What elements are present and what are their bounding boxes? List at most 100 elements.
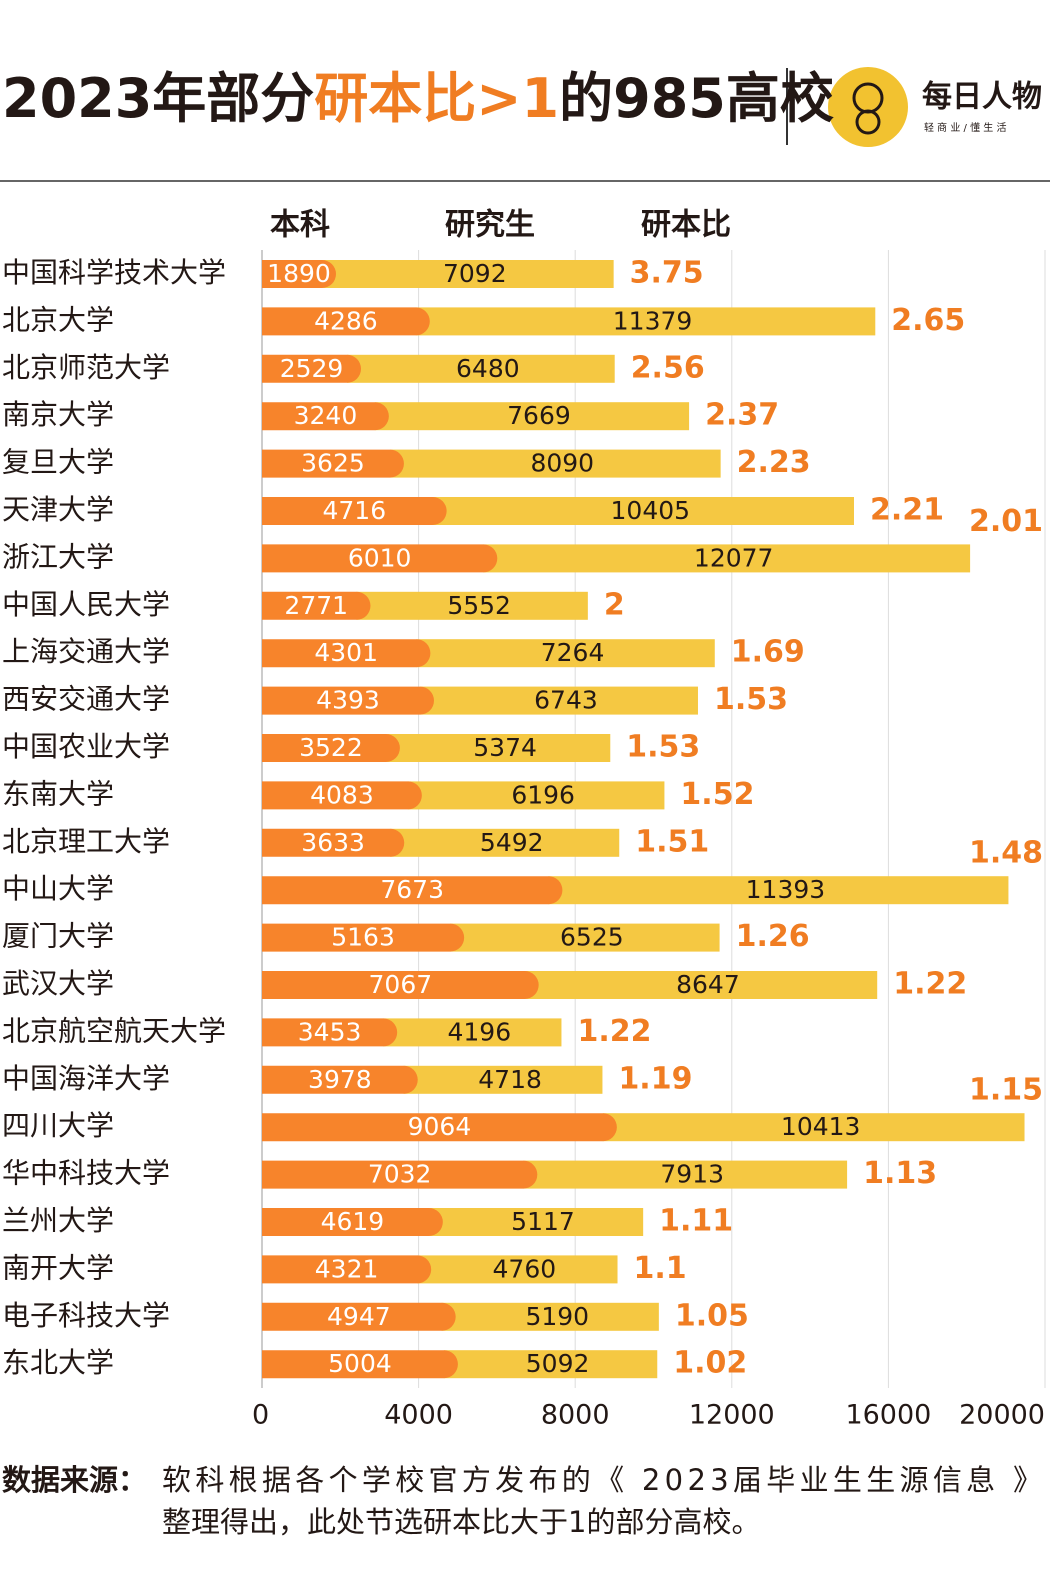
logo-slogan: 轻 商 业 / 懂 生 活 bbox=[924, 121, 1006, 134]
bar-segment bbox=[432, 497, 854, 525]
bar-segment bbox=[262, 1065, 418, 1094]
y-tick-label: 兰州大学 bbox=[2, 1204, 114, 1237]
value-label: 4619 bbox=[321, 1207, 385, 1236]
bar-segment bbox=[548, 876, 1009, 905]
y-tick-label: 华中科技大学 bbox=[2, 1157, 170, 1190]
logo-name: 每日人物 bbox=[922, 80, 1042, 115]
value-label: 4947 bbox=[327, 1302, 391, 1331]
value-label: 7913 bbox=[660, 1160, 724, 1189]
x-tick-label: 16000 bbox=[845, 1400, 931, 1431]
y-tick-label: 中国科学技术大学 bbox=[2, 256, 226, 289]
ratio-label: 1.19 bbox=[618, 1061, 692, 1096]
y-tick-label: 复旦大学 bbox=[2, 446, 114, 479]
bar-segment bbox=[441, 1302, 659, 1331]
ratio-label: 1.15 bbox=[969, 1073, 1043, 1108]
bar-segment bbox=[262, 497, 447, 525]
x-tick-label: 12000 bbox=[689, 1400, 775, 1431]
bar-segment bbox=[262, 971, 539, 999]
value-label: 7669 bbox=[507, 401, 571, 430]
x-tick-label: 8000 bbox=[541, 1400, 610, 1431]
bar-segment bbox=[262, 307, 430, 336]
value-label: 6525 bbox=[560, 923, 624, 952]
source-text: 整理得出，此处节选研本比大于1的部分高校。 bbox=[162, 1505, 760, 1539]
ratio-label: 2.23 bbox=[737, 445, 811, 480]
bar-segment bbox=[483, 544, 971, 573]
value-label: 7032 bbox=[368, 1160, 432, 1189]
chart-title: 2023年部分研本比>1的985高校 bbox=[2, 67, 834, 130]
value-label: 3978 bbox=[308, 1065, 372, 1094]
ratio-label: 1.22 bbox=[577, 1014, 651, 1049]
bar-segment bbox=[419, 686, 698, 715]
value-label: 1890 bbox=[267, 259, 331, 288]
bar-segment bbox=[262, 923, 465, 952]
bar-segment bbox=[347, 354, 615, 383]
ratio-label: 2.56 bbox=[631, 350, 705, 385]
bar-segment bbox=[262, 686, 434, 715]
value-label: 10413 bbox=[781, 1112, 861, 1141]
value-label: 9064 bbox=[408, 1112, 472, 1141]
bar-segment bbox=[374, 402, 690, 431]
ratio-label: 2.37 bbox=[705, 398, 779, 433]
value-label: 7673 bbox=[380, 875, 444, 904]
bar-segment bbox=[417, 1255, 618, 1284]
bar-segment bbox=[262, 876, 563, 905]
y-tick-label: 中山大学 bbox=[2, 872, 114, 905]
value-label: 2529 bbox=[280, 354, 344, 383]
bar-segment bbox=[262, 544, 498, 573]
y-tick-label: 中国农业大学 bbox=[2, 730, 170, 763]
value-label: 4393 bbox=[316, 686, 380, 715]
value-label: 12077 bbox=[694, 543, 774, 572]
value-label: 6480 bbox=[456, 354, 520, 383]
value-label: 5117 bbox=[511, 1207, 575, 1236]
value-label: 5374 bbox=[473, 733, 537, 762]
value-label: 5004 bbox=[328, 1349, 392, 1378]
y-tick-label: 电子科技大学 bbox=[2, 1299, 170, 1332]
y-tick-label: 中国海洋大学 bbox=[2, 1062, 170, 1095]
y-tick-label: 北京大学 bbox=[2, 303, 114, 336]
y-tick-label: 北京航空航天大学 bbox=[2, 1014, 226, 1047]
value-label: 4083 bbox=[310, 780, 374, 809]
value-label: 4716 bbox=[323, 496, 387, 525]
bar-segment bbox=[416, 639, 715, 668]
bar-segment bbox=[262, 1160, 538, 1189]
source-label: 数据来源： bbox=[2, 1463, 147, 1497]
value-label: 5552 bbox=[447, 591, 511, 620]
logo-circle bbox=[828, 67, 908, 147]
bar-segment bbox=[415, 307, 876, 336]
source-text: 软科根据各个学校官方发布的《 2023届毕业生生源信息 》 bbox=[162, 1463, 1042, 1497]
value-label: 2771 bbox=[284, 591, 348, 620]
bar-segment bbox=[262, 828, 405, 857]
y-tick-label: 西安交通大学 bbox=[2, 683, 170, 716]
bar-segment bbox=[524, 971, 878, 999]
y-tick-label: 北京师范大学 bbox=[2, 351, 170, 384]
ratio-label: 1.1 bbox=[634, 1251, 687, 1286]
x-tick-label: 4000 bbox=[384, 1400, 453, 1431]
value-label: 5092 bbox=[526, 1349, 590, 1378]
ratio-label: 1.02 bbox=[673, 1346, 747, 1381]
value-label: 4760 bbox=[493, 1254, 557, 1283]
value-label: 3240 bbox=[294, 401, 358, 430]
bar-segment bbox=[262, 449, 404, 478]
bar-segment bbox=[389, 449, 721, 478]
value-label: 3522 bbox=[299, 733, 363, 762]
ratio-label: 1.26 bbox=[736, 919, 810, 954]
x-tick-label: 20000 bbox=[959, 1400, 1045, 1431]
bar-segment bbox=[390, 828, 620, 857]
x-tick-label: 0 bbox=[252, 1400, 269, 1431]
value-label: 3633 bbox=[301, 828, 365, 857]
value-label: 4301 bbox=[314, 638, 378, 667]
legend-label: 研究生 bbox=[445, 208, 535, 243]
value-label: 5190 bbox=[525, 1302, 589, 1331]
y-tick-label: 天津大学 bbox=[2, 493, 114, 526]
ratio-label: 1.52 bbox=[680, 777, 754, 812]
value-label: 10405 bbox=[611, 496, 691, 525]
y-tick-label: 厦门大学 bbox=[2, 920, 114, 953]
bar-segment bbox=[450, 923, 720, 952]
bar-segment bbox=[262, 1302, 456, 1331]
y-tick-label: 北京理工大学 bbox=[2, 825, 170, 858]
bar-segment bbox=[523, 1160, 848, 1189]
ratio-label: 1.48 bbox=[969, 836, 1043, 871]
bar-segment bbox=[262, 781, 422, 810]
value-label: 6743 bbox=[534, 686, 598, 715]
